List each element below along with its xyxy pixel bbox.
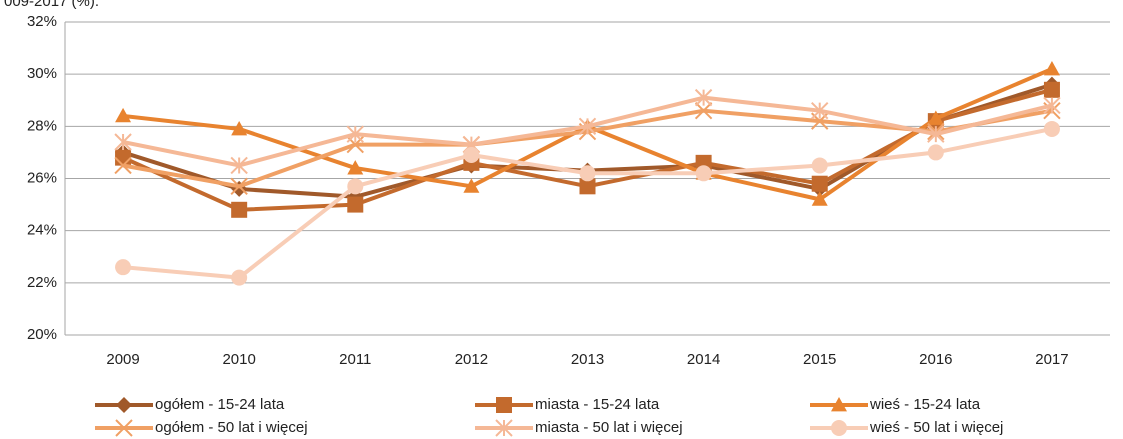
marker [116,397,132,413]
marker [811,157,828,174]
x-tick-label: 2009 [106,351,139,368]
marker [346,125,364,143]
legend-label: wieś - 15-24 lata [869,396,981,413]
marker [230,156,248,175]
marker [927,110,944,125]
marker [347,196,364,213]
marker [694,101,713,120]
y-tick-label: 22% [27,274,57,291]
y-tick-label: 20% [27,326,57,343]
marker [579,178,596,195]
marker [1043,120,1060,137]
marker [230,177,248,196]
y-tick-label: 32% [27,13,57,30]
marker [495,419,513,437]
marker [115,149,132,166]
marker [114,156,132,175]
legend-label: wieś - 50 lat i więcej [869,419,1003,436]
marker [115,107,132,123]
legend-label: miasta - 50 lat i więcej [535,419,683,436]
marker [831,397,847,412]
marker [1043,81,1060,98]
marker [579,165,596,182]
marker [1043,60,1060,76]
chart-title: 009-2017 (%). [4,0,99,10]
marker [811,175,828,192]
marker [231,120,248,136]
marker [231,201,248,218]
marker [496,397,512,413]
marker [463,178,480,193]
x-tick-label: 2012 [455,351,488,368]
marker [927,125,945,143]
marker [811,191,828,206]
marker [347,178,364,195]
x-tick-label: 2015 [803,351,836,368]
marker [694,88,713,107]
marker [114,133,132,151]
x-tick-label: 2014 [687,351,720,368]
series-line [122,126,1053,280]
y-tick-label: 30% [27,65,57,82]
marker [347,160,364,175]
marker [695,165,712,182]
x-tick-label: 2013 [571,351,604,368]
marker [115,259,132,276]
legend-label: miasta - 15-24 lata [535,396,660,413]
marker [115,419,133,437]
legend-label: ogółem - 50 lat i więcej [155,419,308,436]
marker [463,147,480,164]
marker [1043,96,1061,115]
legend-label: ogółem - 15-24 lata [155,396,285,413]
marker [811,101,829,120]
marker [831,420,847,436]
marker [578,117,597,136]
x-tick-label: 2011 [339,351,371,368]
y-tick-label: 28% [27,117,57,134]
x-tick-label: 2010 [222,351,255,368]
x-tick-label: 2017 [1035,351,1068,368]
x-tick-label: 2016 [919,351,952,368]
y-tick-label: 24% [27,222,57,239]
marker [927,144,944,161]
y-tick-label: 26% [27,169,57,186]
marker [231,269,248,286]
